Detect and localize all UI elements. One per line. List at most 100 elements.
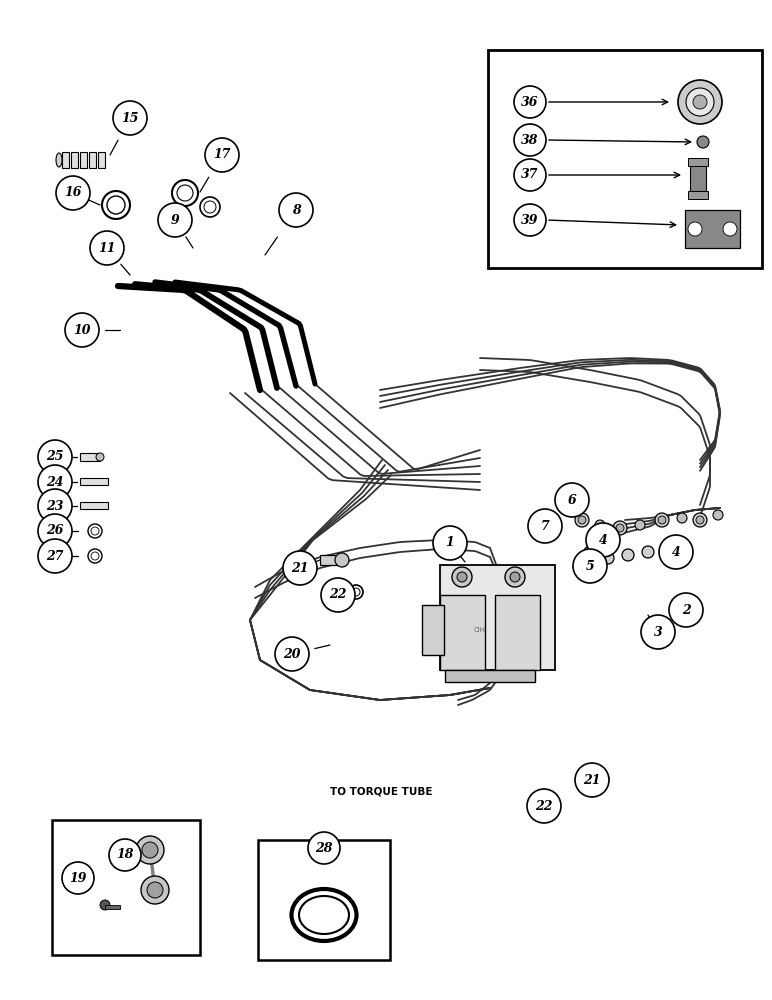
Bar	[80, 478, 108, 485]
Text: 23: 23	[46, 499, 64, 512]
Circle shape	[659, 535, 693, 569]
Bar	[98, 152, 105, 168]
Bar	[688, 158, 708, 166]
Circle shape	[514, 204, 546, 236]
Text: 4: 4	[672, 546, 680, 558]
Text: 9: 9	[171, 214, 179, 227]
Circle shape	[113, 101, 147, 135]
Text: 15: 15	[121, 111, 139, 124]
Circle shape	[677, 513, 687, 523]
Circle shape	[38, 539, 72, 573]
Circle shape	[584, 546, 596, 558]
Circle shape	[693, 513, 707, 527]
Text: 19: 19	[69, 871, 86, 884]
Circle shape	[688, 222, 702, 236]
Bar	[445, 670, 535, 682]
Circle shape	[335, 553, 349, 567]
Circle shape	[602, 552, 614, 564]
Circle shape	[586, 523, 620, 557]
Circle shape	[505, 567, 525, 587]
Circle shape	[90, 231, 124, 265]
Circle shape	[38, 465, 72, 499]
Circle shape	[65, 313, 99, 347]
Circle shape	[696, 516, 704, 524]
Circle shape	[38, 514, 72, 548]
Bar	[440, 595, 485, 670]
Text: 21: 21	[584, 774, 601, 786]
Text: 28: 28	[315, 842, 333, 854]
Bar	[440, 565, 555, 670]
Bar	[105, 905, 120, 909]
Circle shape	[697, 136, 709, 148]
Text: 1: 1	[445, 536, 455, 550]
Text: 36: 36	[521, 96, 539, 108]
Circle shape	[713, 510, 723, 520]
Circle shape	[136, 836, 164, 864]
Circle shape	[457, 572, 467, 582]
Text: 24: 24	[46, 476, 64, 488]
Circle shape	[109, 839, 141, 871]
Bar	[62, 152, 69, 168]
Circle shape	[578, 516, 586, 524]
Circle shape	[616, 524, 624, 532]
Text: 2: 2	[682, 603, 690, 616]
Circle shape	[527, 789, 561, 823]
Bar	[685, 210, 740, 248]
Circle shape	[275, 637, 309, 671]
Text: 21: 21	[291, 562, 309, 574]
Circle shape	[613, 521, 627, 535]
Bar	[495, 595, 540, 670]
Text: 7: 7	[540, 520, 550, 532]
Circle shape	[56, 176, 90, 210]
Text: 22: 22	[329, 588, 347, 601]
Text: 18: 18	[117, 848, 134, 861]
Circle shape	[642, 546, 654, 558]
Circle shape	[514, 159, 546, 191]
Text: 25: 25	[46, 450, 64, 464]
Circle shape	[514, 124, 546, 156]
Circle shape	[62, 862, 94, 894]
Circle shape	[100, 900, 110, 910]
Circle shape	[575, 513, 589, 527]
Text: 27: 27	[46, 550, 64, 562]
Circle shape	[641, 615, 675, 649]
Bar	[52, 820, 200, 955]
Circle shape	[321, 578, 355, 612]
Circle shape	[635, 520, 645, 530]
Bar	[80, 152, 87, 168]
Circle shape	[142, 842, 158, 858]
Text: 3: 3	[654, 626, 662, 639]
Circle shape	[96, 453, 104, 461]
Circle shape	[575, 763, 609, 797]
Text: TO TORQUE TUBE: TO TORQUE TUBE	[330, 787, 432, 797]
Bar	[320, 555, 342, 565]
Circle shape	[433, 526, 467, 560]
Text: 10: 10	[73, 324, 91, 336]
Circle shape	[655, 513, 669, 527]
Bar	[577, 773, 602, 785]
Text: 22: 22	[535, 800, 553, 812]
Bar	[488, 50, 762, 268]
Text: CIH: CIH	[474, 627, 486, 633]
Circle shape	[622, 549, 634, 561]
Text: 6: 6	[567, 493, 577, 506]
Circle shape	[308, 832, 340, 864]
Bar	[80, 453, 100, 461]
Circle shape	[686, 88, 714, 116]
Bar	[80, 502, 108, 509]
Circle shape	[38, 489, 72, 523]
Text: 4: 4	[598, 534, 608, 546]
Circle shape	[205, 138, 239, 172]
Text: 16: 16	[64, 186, 82, 200]
Circle shape	[452, 567, 472, 587]
Circle shape	[283, 551, 317, 585]
Circle shape	[528, 509, 562, 543]
Ellipse shape	[56, 153, 62, 167]
Bar	[89, 152, 96, 168]
Bar	[422, 605, 444, 655]
Circle shape	[147, 882, 163, 898]
Text: 26: 26	[46, 524, 64, 538]
Text: 17: 17	[213, 148, 231, 161]
Circle shape	[514, 86, 546, 118]
Circle shape	[669, 593, 703, 627]
